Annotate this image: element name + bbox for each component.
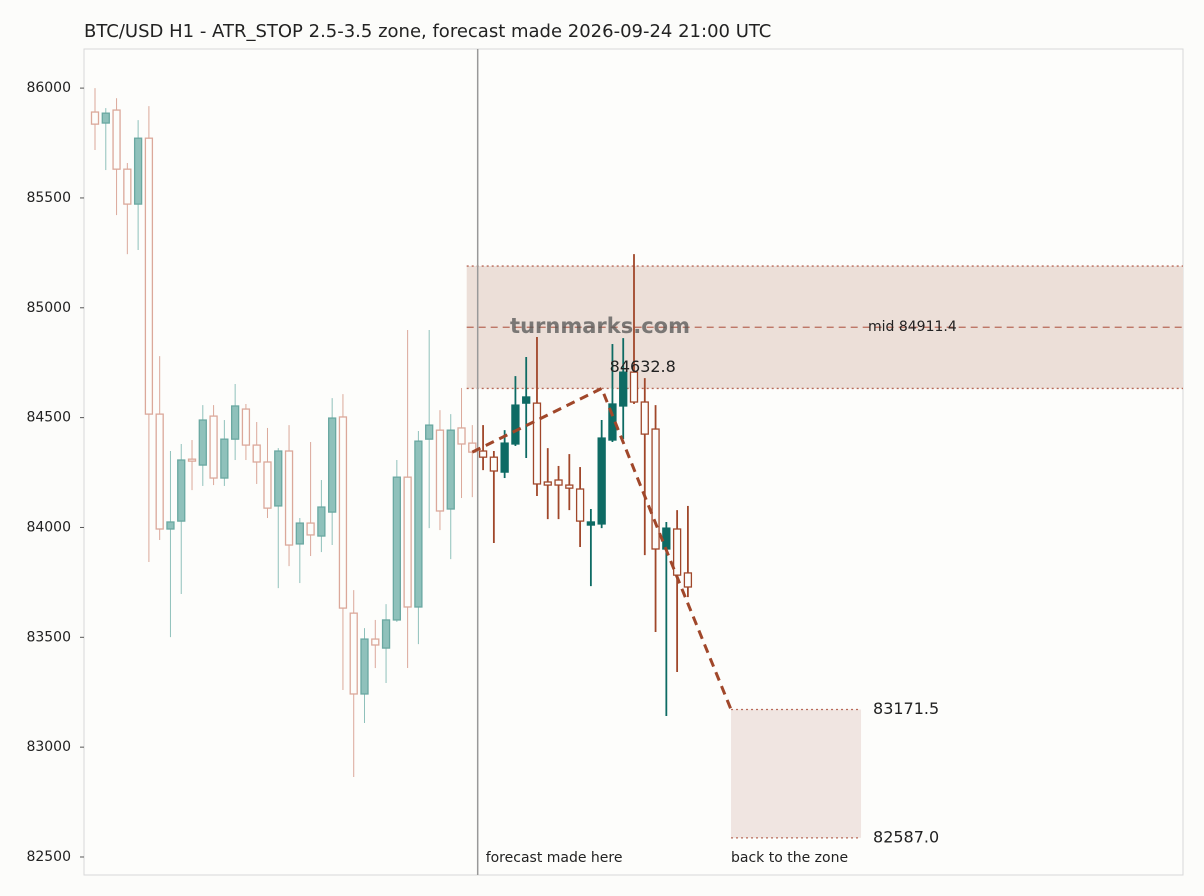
- candle-body: [392, 476, 401, 621]
- candle-body: [586, 521, 596, 526]
- candle-body: [554, 479, 563, 486]
- candle-body: [478, 450, 488, 458]
- candle-body: [177, 459, 186, 522]
- candle-body: [381, 619, 391, 649]
- candle-body: [683, 572, 693, 588]
- candle-body: [435, 429, 445, 512]
- candle-body: [597, 437, 606, 525]
- candle-body: [90, 111, 100, 125]
- y-tick-label: 83500: [26, 629, 71, 645]
- candle-body: [489, 456, 499, 472]
- candle-body: [187, 458, 197, 462]
- candle-body: [425, 424, 434, 440]
- y-tick-label: 84500: [26, 410, 71, 426]
- candle-body: [252, 444, 261, 463]
- watermark: turnmarks.com: [510, 314, 690, 338]
- candle-body: [198, 419, 207, 466]
- candle-body: [371, 638, 380, 646]
- candle-body: [133, 137, 143, 205]
- target-zone-label: 83171.5: [873, 699, 939, 718]
- candle-body: [155, 413, 164, 530]
- candle-body: [230, 405, 240, 440]
- forecast-label: forecast made here: [486, 850, 623, 866]
- candle-body: [629, 371, 639, 403]
- candle-body: [274, 450, 283, 507]
- candle-body: [446, 429, 455, 510]
- y-tick-label: 83000: [26, 739, 71, 755]
- candle-body: [284, 450, 294, 546]
- candle-body: [338, 416, 348, 609]
- path-peak-label: 84632.8: [610, 357, 676, 376]
- candle-body: [101, 112, 110, 124]
- plot-area: [83, 48, 1184, 876]
- zone-mid-label: mid 84911.4: [868, 319, 957, 335]
- candle-body: [241, 408, 251, 446]
- candle-body: [468, 442, 477, 453]
- candle-body: [511, 404, 520, 445]
- candle-body: [575, 488, 585, 522]
- target-zone-label: 82587.0: [873, 827, 939, 846]
- candle-body: [414, 440, 423, 608]
- candle-body: [500, 442, 509, 473]
- candle-body: [640, 401, 649, 435]
- candle-body: [220, 438, 229, 479]
- y-tick-label: 84000: [26, 519, 71, 535]
- chart-title: BTC/USD H1 - ATR_STOP 2.5-3.5 zone, fore…: [84, 21, 771, 42]
- candle-body: [166, 521, 175, 530]
- candle-body: [522, 396, 531, 404]
- candle-body: [532, 402, 542, 485]
- candle-body: [112, 109, 121, 170]
- candle-body: [360, 638, 369, 695]
- candle-body: [263, 461, 272, 509]
- candle-body: [144, 137, 154, 415]
- candle-body: [209, 415, 218, 479]
- upper-zone: [466, 266, 1183, 389]
- candle-body: [349, 612, 358, 695]
- candle-body: [565, 484, 574, 489]
- target-zone-caption: back to the zone: [731, 850, 848, 866]
- candle-body: [457, 427, 466, 445]
- target-zone: [731, 709, 862, 838]
- candle-body: [403, 476, 412, 608]
- candle-body: [662, 527, 671, 550]
- y-tick-label: 86000: [26, 80, 71, 96]
- y-tick-label: 85500: [26, 190, 71, 206]
- candle-body: [317, 506, 326, 537]
- y-tick-label: 82500: [26, 849, 71, 865]
- candle-body: [123, 168, 132, 205]
- forecast-path: [471, 386, 733, 711]
- candle-body: [651, 428, 660, 550]
- candle-body: [295, 522, 304, 545]
- candle-body: [619, 371, 628, 407]
- candle-body: [543, 481, 552, 486]
- candle-body: [306, 522, 315, 536]
- y-tick-label: 85000: [26, 300, 71, 316]
- candle-body: [328, 417, 337, 513]
